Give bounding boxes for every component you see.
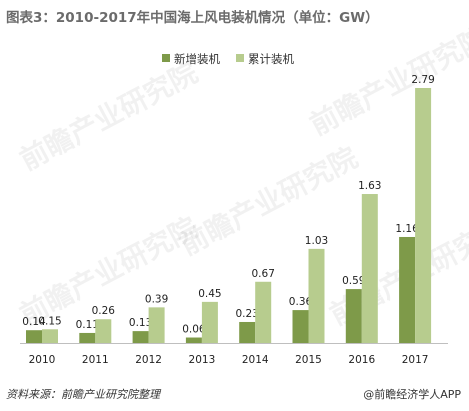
x-tick-label: 2014 xyxy=(242,354,269,366)
bar xyxy=(361,194,378,343)
x-tick-label: 2016 xyxy=(348,354,375,366)
chart-title: 图表3：2010-2017年中国海上风电装机情况（单位：GW） xyxy=(6,10,379,26)
bar xyxy=(185,337,202,343)
x-tick-label: 2011 xyxy=(82,354,109,366)
data-label: 0.06 xyxy=(182,324,206,336)
data-label: 0.45 xyxy=(198,288,221,300)
data-label: 0.59 xyxy=(342,275,365,287)
bar xyxy=(132,331,149,343)
bar xyxy=(201,301,218,343)
bar xyxy=(26,330,42,343)
bar xyxy=(239,321,256,343)
data-label: 0.23 xyxy=(236,308,259,320)
bar xyxy=(415,88,432,343)
data-label: 1.03 xyxy=(305,235,328,247)
bar xyxy=(308,248,325,343)
brand-note: @前瞻经济学人APP xyxy=(363,388,461,401)
data-label: 2.79 xyxy=(411,74,434,86)
data-label: 0.36 xyxy=(289,296,313,308)
source-note: 资料来源：前瞻产业研究院整理 xyxy=(6,388,160,401)
x-tick-label: 2012 xyxy=(135,354,162,366)
legend-swatch xyxy=(236,54,244,62)
data-label: 0.13 xyxy=(129,317,152,329)
x-tick-label: 2010 xyxy=(29,354,56,366)
bar xyxy=(148,307,165,343)
bar xyxy=(345,289,362,343)
x-tick-label: 2013 xyxy=(189,354,216,366)
data-label: 1.63 xyxy=(358,180,381,192)
legend-label: 累计装机 xyxy=(248,52,294,66)
data-label: 0.67 xyxy=(252,268,275,280)
bar xyxy=(79,332,96,343)
x-tick-label: 2015 xyxy=(295,354,322,366)
legend-label: 新增装机 xyxy=(174,52,220,66)
data-label: 0.15 xyxy=(38,315,61,327)
data-label: 0.14 xyxy=(22,316,46,328)
data-label: 0.39 xyxy=(145,293,168,305)
bar xyxy=(42,329,58,343)
bar-chart: 新增装机 累计装机 0.140.15 2010 0.11 0.26 2011 0.13 0.39… xyxy=(20,52,448,366)
data-label: 1.16 xyxy=(395,223,419,235)
bar xyxy=(292,310,309,343)
data-label: 0.11 xyxy=(76,319,99,331)
bar xyxy=(95,319,112,343)
bar xyxy=(255,281,272,343)
data-label: 0.26 xyxy=(92,305,116,317)
x-tick-label: 2017 xyxy=(402,354,429,366)
bar xyxy=(399,236,416,343)
legend-swatch xyxy=(162,54,170,62)
